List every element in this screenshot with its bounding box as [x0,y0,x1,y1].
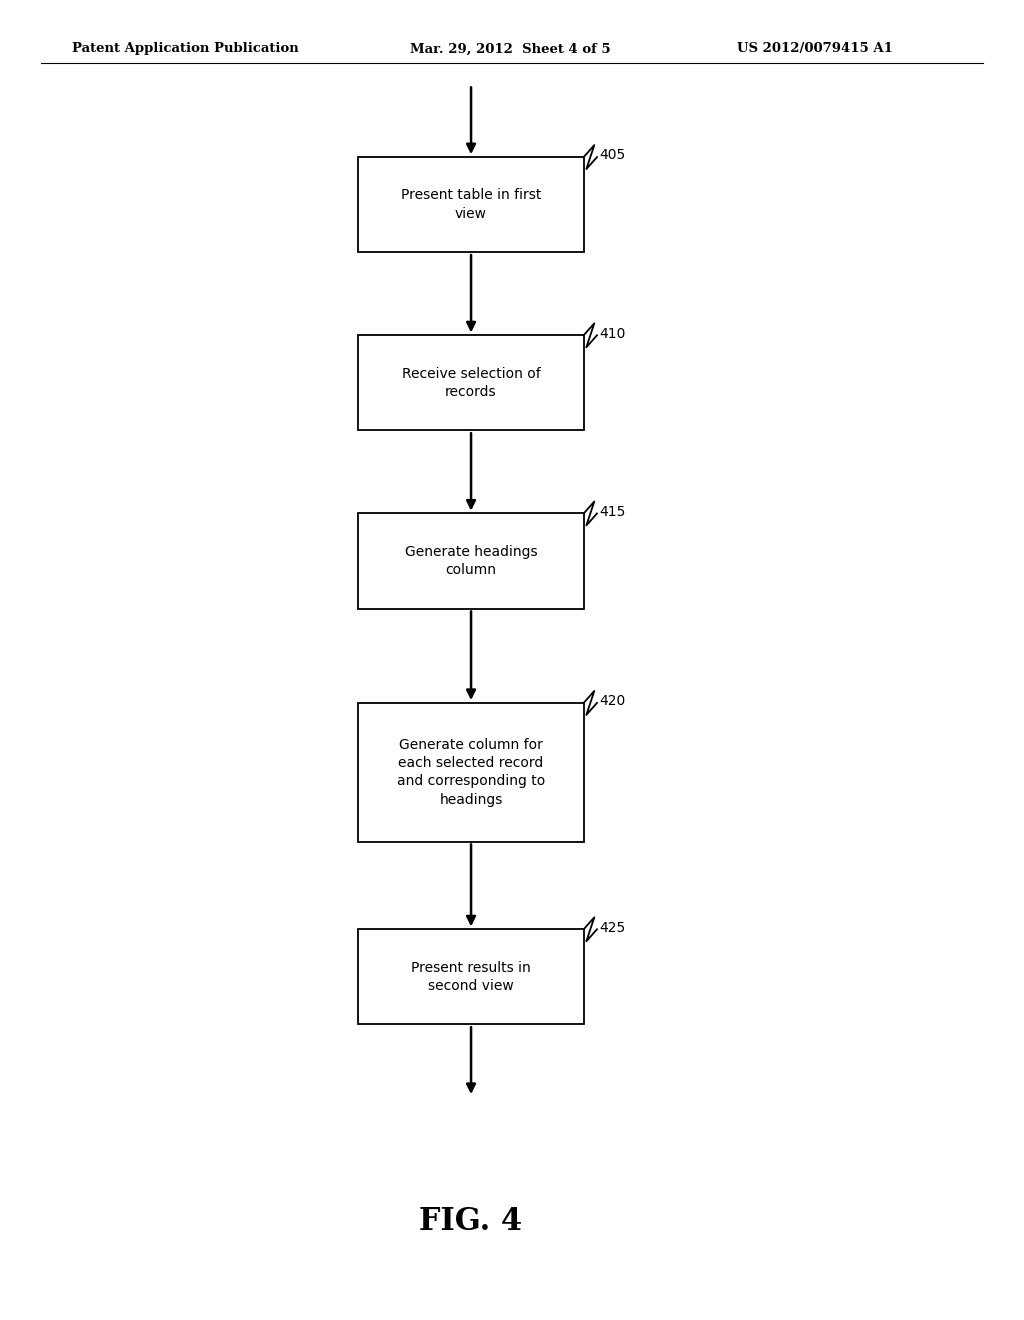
Text: FIG. 4: FIG. 4 [420,1205,522,1237]
FancyBboxPatch shape [358,513,584,609]
Text: 425: 425 [599,920,626,935]
Text: 405: 405 [599,148,626,162]
Text: Generate column for
each selected record
and corresponding to
headings: Generate column for each selected record… [397,738,545,807]
Text: Patent Application Publication: Patent Application Publication [72,42,298,55]
Text: US 2012/0079415 A1: US 2012/0079415 A1 [737,42,893,55]
Text: Present results in
second view: Present results in second view [412,961,530,993]
Text: 420: 420 [599,694,626,709]
Text: Receive selection of
records: Receive selection of records [401,367,541,399]
Text: 410: 410 [599,326,626,341]
Text: Present table in first
view: Present table in first view [400,189,542,220]
FancyBboxPatch shape [358,704,584,842]
FancyBboxPatch shape [358,929,584,1024]
FancyBboxPatch shape [358,157,584,252]
Text: 415: 415 [599,504,626,519]
Text: Mar. 29, 2012  Sheet 4 of 5: Mar. 29, 2012 Sheet 4 of 5 [410,42,610,55]
Text: Generate headings
column: Generate headings column [404,545,538,577]
FancyBboxPatch shape [358,335,584,430]
